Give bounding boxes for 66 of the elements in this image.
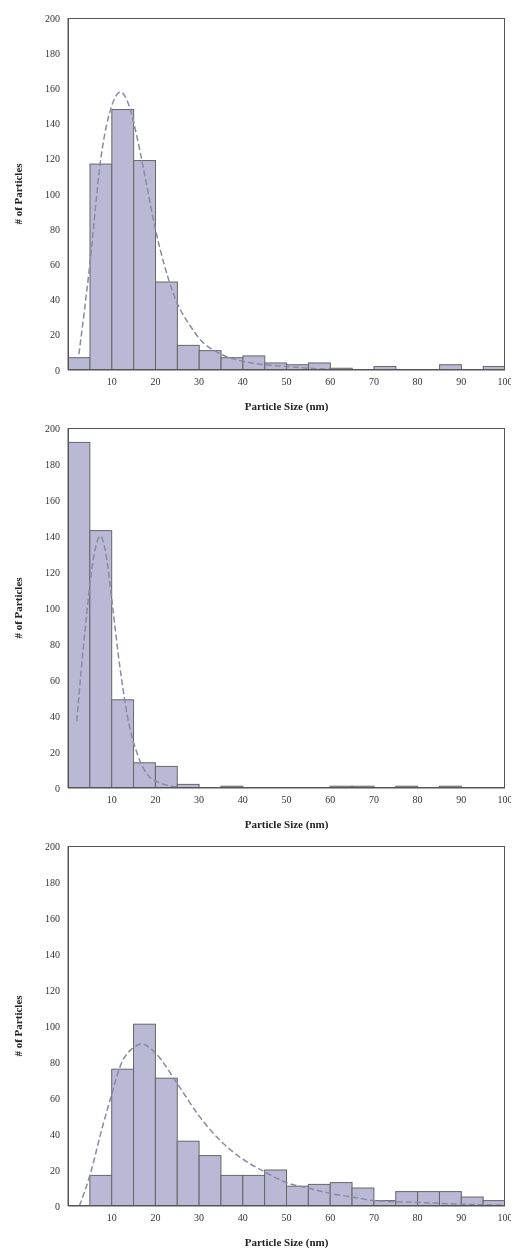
x-tick-label: 50 [281, 1212, 292, 1224]
y-tick-label: 180 [45, 458, 60, 470]
x-tick-label: 90 [456, 1212, 467, 1224]
x-axis-title: Particle Size (nm) [244, 400, 329, 413]
x-axis-title: Particle Size (nm) [244, 1236, 329, 1249]
x-tick-label: 10 [106, 1212, 117, 1224]
x-tick-label: 80 [412, 794, 423, 806]
y-tick-label: 20 [50, 1164, 60, 1176]
y-tick-label: 60 [50, 1092, 60, 1104]
y-tick-label: 140 [45, 948, 60, 960]
x-tick-label: 90 [456, 794, 467, 806]
y-tick-label: 20 [50, 329, 60, 341]
y-tick-label: 40 [50, 710, 60, 722]
y-tick-label: 100 [45, 602, 60, 614]
y-tick-label: 0 [55, 782, 60, 794]
x-tick-label: 20 [150, 376, 161, 388]
y-tick-label: 200 [45, 422, 60, 434]
y-tick-label: 160 [45, 82, 60, 94]
y-axis-title: # of Particles [11, 994, 24, 1057]
y-tick-label: 40 [50, 294, 60, 306]
y-tick-label: 200 [45, 12, 60, 24]
y-tick-label: 180 [45, 47, 60, 59]
x-tick-label: 10 [106, 794, 117, 806]
x-tick-label: 30 [194, 794, 205, 806]
y-tick-label: 80 [50, 638, 60, 650]
y-tick-label: 120 [45, 566, 60, 578]
y-tick-label: 200 [45, 840, 60, 852]
y-tick-label: 0 [55, 364, 60, 376]
x-tick-label: 40 [237, 1212, 248, 1224]
x-tick-label: 10 [106, 376, 117, 388]
x-tick-label: 30 [194, 376, 205, 388]
y-tick-label: 0 [55, 1200, 60, 1212]
y-tick-label: 180 [45, 876, 60, 888]
x-tick-label: 40 [237, 794, 248, 806]
y-tick-label: 160 [45, 912, 60, 924]
y-tick-label: 120 [45, 984, 60, 996]
x-tick-label: 70 [368, 376, 379, 388]
x-tick-label: 80 [412, 1212, 423, 1224]
y-tick-label: 160 [45, 494, 60, 506]
x-tick-label: 20 [150, 1212, 161, 1224]
y-tick-label: 140 [45, 530, 60, 542]
x-tick-label: 60 [325, 1212, 336, 1224]
x-tick-label: 60 [325, 376, 336, 388]
x-axis-title: Particle Size (nm) [244, 818, 329, 831]
x-tick-label: 80 [412, 376, 423, 388]
y-axis-title: # of Particles [11, 162, 24, 225]
x-tick-label: 90 [456, 376, 467, 388]
y-tick-label: 60 [50, 674, 60, 686]
y-tick-label: 140 [45, 118, 60, 130]
y-tick-label: 100 [45, 188, 60, 200]
x-tick-label: 30 [194, 1212, 205, 1224]
y-axis-title: # of Particles [11, 576, 24, 639]
y-tick-label: 100 [45, 1020, 60, 1032]
y-tick-label: 80 [50, 223, 60, 235]
x-tick-label: 60 [325, 794, 336, 806]
x-tick-label: 40 [237, 376, 248, 388]
y-tick-label: 80 [50, 1056, 60, 1068]
x-tick-label: 50 [281, 794, 292, 806]
x-tick-label: 20 [150, 794, 161, 806]
x-tick-label: 70 [368, 1212, 379, 1224]
y-tick-label: 60 [50, 258, 60, 270]
x-tick-label: 50 [281, 376, 292, 388]
y-tick-label: 120 [45, 153, 60, 165]
y-tick-label: 40 [50, 1128, 60, 1140]
y-tick-label: 20 [50, 746, 60, 758]
x-tick-label: 70 [368, 794, 379, 806]
